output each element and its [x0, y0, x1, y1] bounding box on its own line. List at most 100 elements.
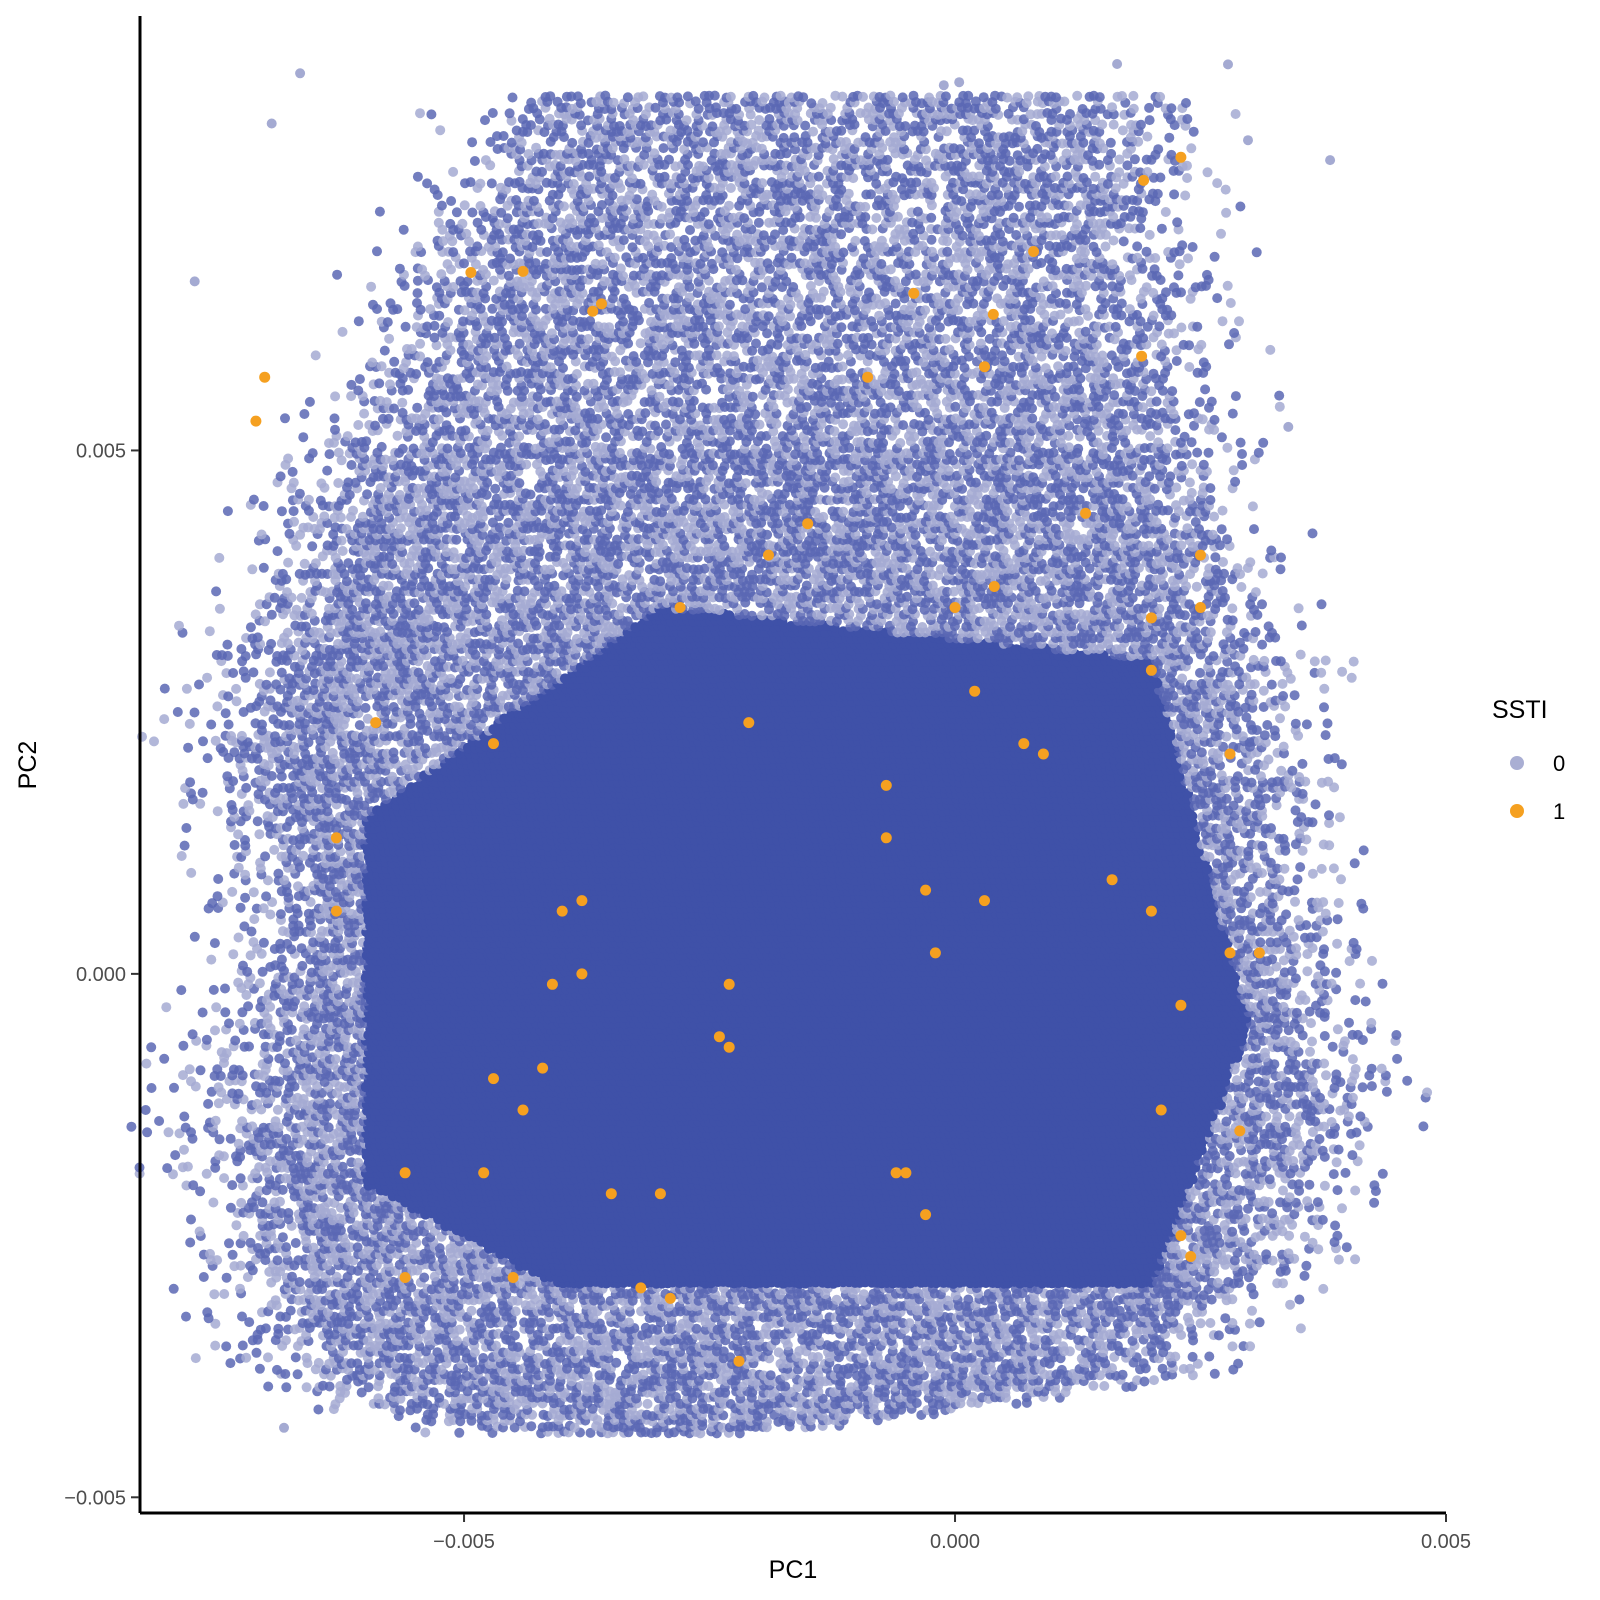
series-0-point: [420, 1427, 431, 1438]
series-0-point: [1170, 1351, 1181, 1362]
series-0-point: [1333, 1254, 1344, 1265]
series-0-point: [634, 1422, 645, 1433]
series-0-point: [466, 1305, 477, 1316]
series-0-point: [395, 1405, 405, 1416]
series-0-point: [208, 1197, 219, 1208]
series-0-point: [813, 1352, 823, 1362]
series-0-point: [168, 1283, 179, 1294]
series-0-point: [263, 1381, 274, 1392]
series-0-point: [373, 1393, 384, 1404]
series-0-point: [1117, 1369, 1128, 1380]
series-0-point: [227, 1249, 238, 1260]
series-0-point: [585, 1427, 596, 1438]
series-0-point: [454, 1324, 465, 1335]
series-0-point: [1337, 1203, 1347, 1214]
series-0-point: [1294, 1294, 1305, 1305]
series-0-point: [1205, 1318, 1216, 1328]
series-0-point: [194, 1226, 205, 1237]
series-0-point: [1295, 1323, 1306, 1334]
series-0-point: [238, 1230, 249, 1241]
series-0-point: [904, 1318, 915, 1329]
series-0-point: [1099, 1381, 1110, 1391]
series-0-point: [224, 1238, 234, 1249]
series-0-point: [780, 1405, 790, 1416]
series-0-point: [1245, 1341, 1256, 1352]
series-0-point: [624, 1317, 634, 1328]
series-0-point: [1301, 1260, 1312, 1271]
series-0-point: [1056, 1364, 1067, 1375]
series-0-point: [225, 1202, 236, 1213]
series-0-point: [254, 1363, 265, 1374]
series-0-point: [1088, 1380, 1099, 1391]
series-0-point: [1233, 1358, 1244, 1369]
series-0-point: [1244, 1318, 1255, 1329]
series-0-point: [190, 1353, 201, 1364]
series-0-point: [526, 1421, 537, 1432]
series-0-point: [205, 1248, 215, 1259]
series-0-point: [432, 1347, 443, 1358]
series-0-point: [283, 1208, 294, 1218]
series-0-point: [1254, 1317, 1265, 1328]
series-0-point: [1283, 1248, 1294, 1259]
series-0-point: [717, 1422, 728, 1433]
series-0-point: [235, 1260, 246, 1271]
series-0-point: [1317, 1214, 1328, 1225]
series-0-point: [231, 1220, 242, 1231]
series-0-point: [1139, 1376, 1150, 1387]
series-0-point: [1212, 1277, 1223, 1288]
series-0-point: [210, 1340, 221, 1351]
series-0-point: [410, 1422, 421, 1433]
series-0-point: [379, 1399, 390, 1410]
series-0-point: [1330, 1220, 1341, 1231]
series-0-point: [1246, 1282, 1257, 1293]
series-0-point: [290, 1238, 301, 1248]
series-0-point: [1227, 1341, 1238, 1352]
series-0-point: [273, 1323, 284, 1334]
series-0-point: [263, 1352, 273, 1363]
series-0-point: [858, 1289, 869, 1300]
series-0-point: [1187, 1351, 1198, 1362]
series-0-point: [185, 1237, 196, 1248]
series-0-point: [963, 1294, 974, 1305]
series-0-point: [1157, 1363, 1168, 1374]
series-0-point: [454, 1427, 465, 1438]
series-0-point: [241, 1352, 252, 1363]
series-0-point: [277, 1232, 288, 1243]
series-0-point: [290, 1352, 301, 1363]
series-0-point: [272, 1364, 282, 1375]
series-0-point: [292, 1369, 303, 1380]
series-0-point: [395, 1393, 406, 1404]
series-0-point: [221, 1341, 232, 1352]
series-0-point: [209, 1289, 220, 1300]
series-0-point: [251, 1347, 262, 1358]
series-0-point: [573, 1335, 584, 1346]
series-0-point: [1332, 1230, 1343, 1241]
series-0-point: [219, 1289, 230, 1299]
series-0-point: [1204, 1351, 1215, 1362]
series-0-point: [1220, 1313, 1231, 1324]
series-0-point: [631, 1393, 642, 1404]
series-0-point: [275, 1196, 285, 1207]
series-0-point: [1247, 1305, 1257, 1316]
plot-points: [126, 59, 1433, 1439]
series-0-point: [237, 1311, 247, 1322]
series-0-point: [1227, 1226, 1238, 1237]
series-0-point: [765, 1370, 776, 1381]
series-0-point: [236, 1197, 247, 1208]
series-0-point: [313, 1404, 324, 1415]
series-0-point: [186, 1214, 196, 1225]
series-0-point: [533, 1352, 544, 1363]
series-0-point: [270, 1295, 281, 1306]
series-0-point: [363, 1382, 374, 1393]
series-0-point: [356, 1387, 367, 1398]
series-0-point: [352, 1358, 363, 1369]
series-0-point: [301, 1352, 312, 1363]
series-0-point: [235, 1283, 245, 1294]
series-0-point: [428, 1387, 439, 1398]
series-0-point: [324, 1381, 335, 1392]
series-0-point: [352, 1242, 363, 1253]
series-0-point: [281, 1382, 292, 1393]
series-0-point: [569, 1422, 580, 1433]
series-0-point: [225, 1358, 236, 1369]
